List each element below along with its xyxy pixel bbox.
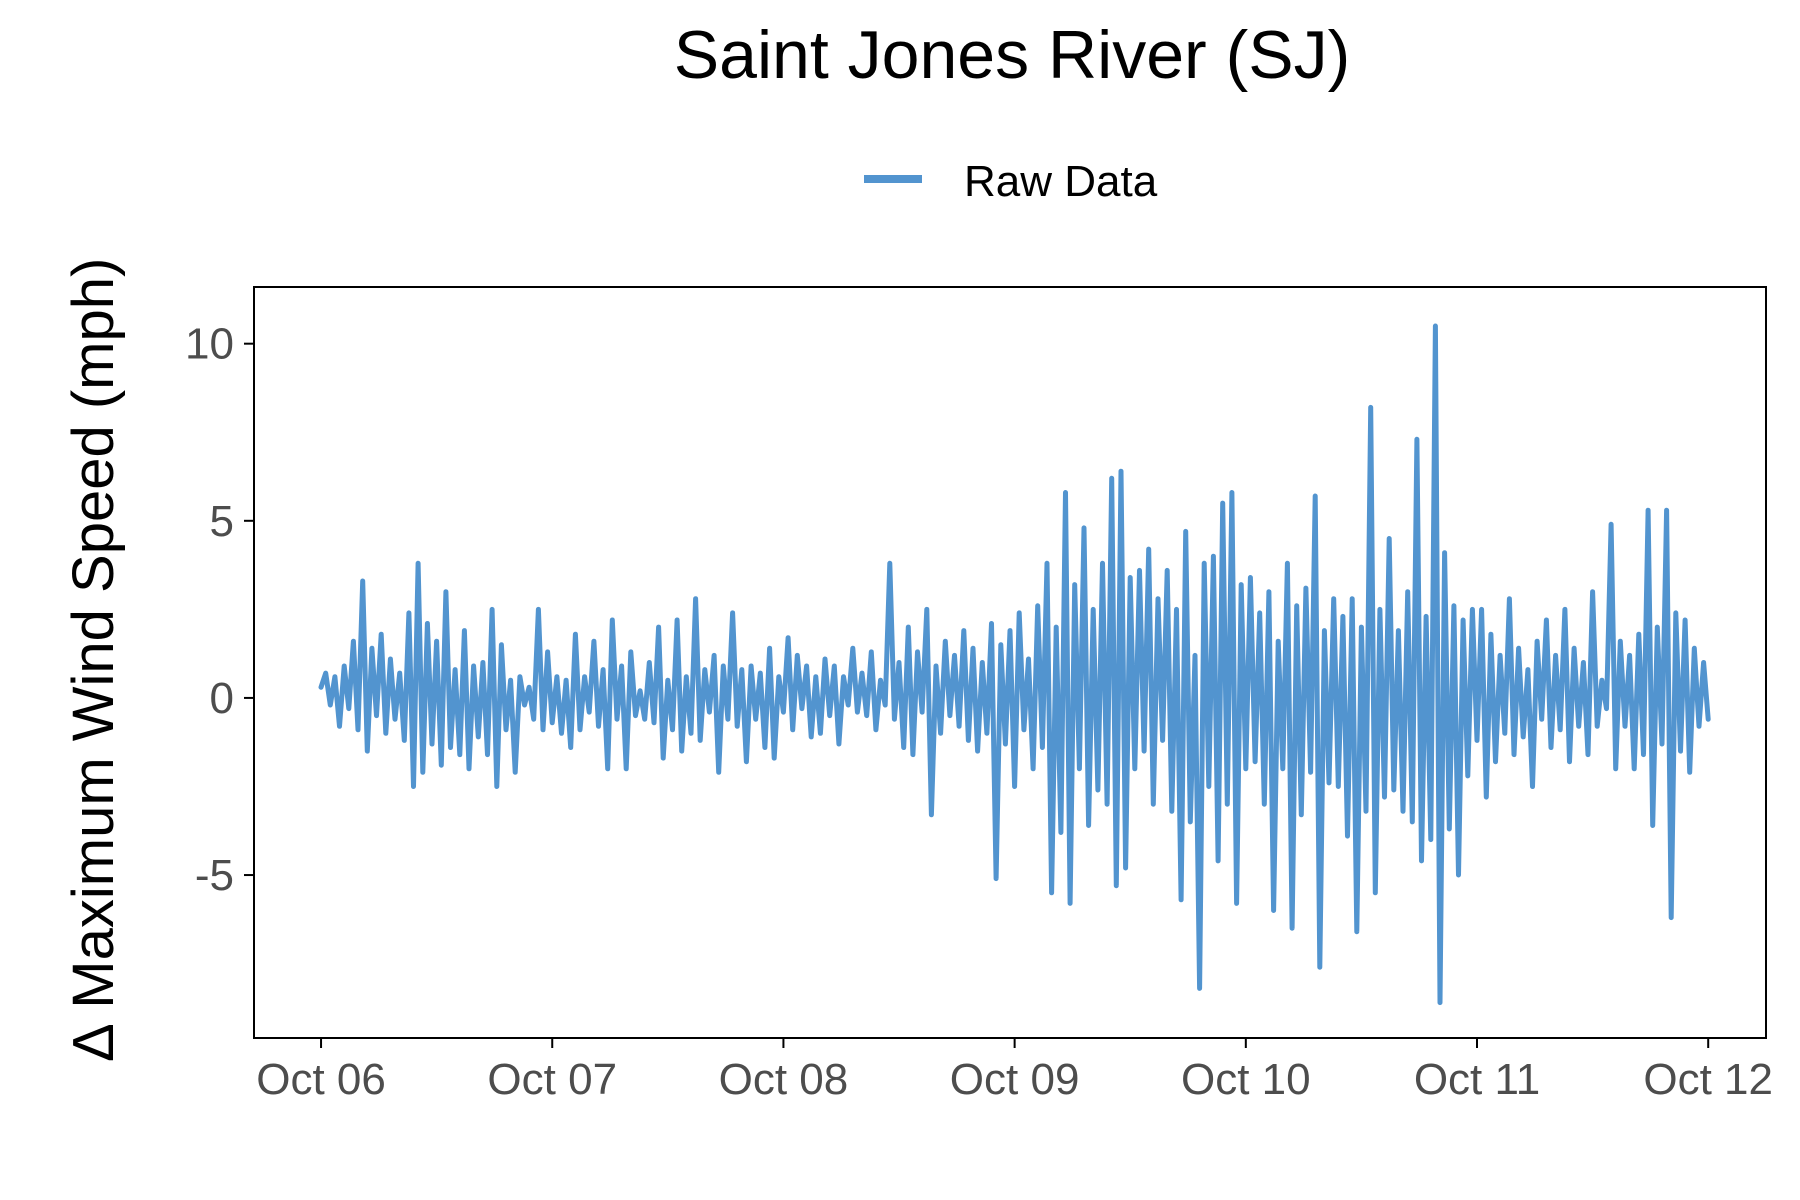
x-axis: Oct 06 Oct 07 Oct 08 Oct 09 Oct 10 Oct 11 Oct …	[256, 1038, 1773, 1104]
x-tick-label: Oct 07	[487, 1055, 617, 1104]
y-tick-label: 5	[210, 497, 234, 546]
x-tick-label: Oct 09	[950, 1055, 1080, 1104]
legend-label-raw-data: Raw Data	[964, 157, 1158, 206]
x-tick-label: Oct 06	[256, 1055, 386, 1104]
series-line-raw-data	[318, 323, 1711, 1006]
plot-panel-border	[253, 286, 1767, 1039]
y-axis: 10 5 0 -5	[185, 320, 254, 900]
legend: Raw Data	[864, 157, 1158, 206]
y-tick-label: 10	[185, 320, 234, 369]
x-tick-label: Oct 08	[719, 1055, 849, 1104]
x-tick-label: Oct 12	[1643, 1055, 1773, 1104]
y-tick-label: -5	[195, 851, 234, 900]
y-axis-label: ∆ Maximum Wind Speed (mph)	[61, 258, 126, 1061]
y-tick-label: 0	[210, 674, 234, 723]
x-tick-label: Oct 10	[1181, 1055, 1311, 1104]
series-layer	[318, 323, 1711, 1006]
x-tick-label: Oct 11	[1414, 1055, 1540, 1104]
chart-title: Saint Jones River (SJ)	[674, 17, 1350, 93]
